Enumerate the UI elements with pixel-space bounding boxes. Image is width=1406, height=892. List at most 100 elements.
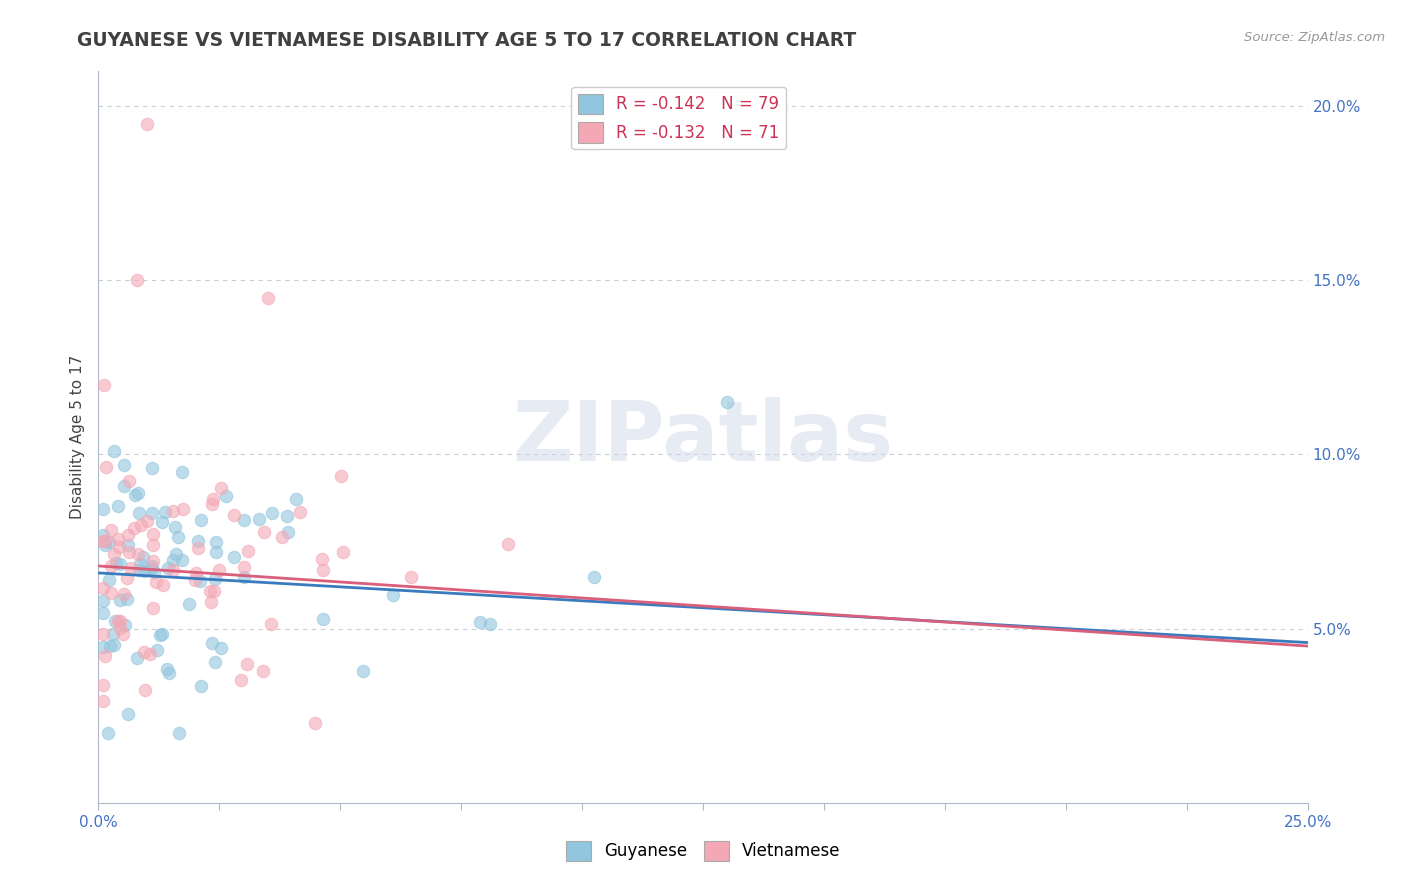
Point xyxy=(112,479,135,493)
Point xyxy=(152,578,174,592)
Point xyxy=(108,593,131,607)
Point xyxy=(108,557,131,571)
Point xyxy=(91,678,114,692)
Point xyxy=(222,550,245,565)
Point xyxy=(93,649,115,664)
Point xyxy=(162,503,184,517)
Point xyxy=(470,615,492,629)
Point xyxy=(141,461,163,475)
Text: GUYANESE VS VIETNAMESE DISABILITY AGE 5 TO 17 CORRELATION CHART: GUYANESE VS VIETNAMESE DISABILITY AGE 5 … xyxy=(77,31,856,50)
Point xyxy=(214,489,236,503)
Point xyxy=(132,645,155,659)
Point xyxy=(107,614,129,628)
Text: ZIPatlas: ZIPatlas xyxy=(513,397,893,477)
Point xyxy=(184,566,207,580)
Point xyxy=(101,627,124,641)
Point xyxy=(233,559,256,574)
Point xyxy=(107,532,129,546)
Point xyxy=(91,528,114,542)
Point xyxy=(118,545,141,559)
Point xyxy=(143,566,166,580)
Point xyxy=(238,543,260,558)
Point xyxy=(91,593,114,607)
Point xyxy=(103,443,125,458)
Point xyxy=(284,491,307,506)
Point xyxy=(247,512,270,526)
Point xyxy=(201,497,224,511)
Point xyxy=(229,673,252,687)
Point xyxy=(97,726,120,740)
Point xyxy=(146,643,169,657)
Point xyxy=(103,638,125,652)
Point xyxy=(312,563,335,577)
Point xyxy=(129,518,152,533)
Point xyxy=(224,508,246,522)
Point xyxy=(149,628,172,642)
Point xyxy=(91,640,114,654)
Point xyxy=(201,636,224,650)
Point xyxy=(125,651,148,665)
Point xyxy=(165,520,187,534)
Point xyxy=(156,662,179,676)
Point xyxy=(124,488,146,502)
Y-axis label: Disability Age 5 to 17: Disability Age 5 to 17 xyxy=(70,355,86,519)
Point xyxy=(135,514,157,528)
Point xyxy=(179,597,201,611)
Point xyxy=(114,618,136,632)
Point xyxy=(399,570,422,584)
Point xyxy=(582,570,605,584)
Point xyxy=(311,551,333,566)
Point xyxy=(141,506,163,520)
Point xyxy=(208,563,231,577)
Point xyxy=(205,535,228,549)
Point xyxy=(352,664,374,678)
Point xyxy=(94,538,117,552)
Point xyxy=(94,460,117,475)
Point xyxy=(128,563,150,577)
Point xyxy=(93,378,115,392)
Point xyxy=(122,521,145,535)
Point xyxy=(204,655,226,669)
Point xyxy=(127,485,149,500)
Point xyxy=(290,505,312,519)
Point xyxy=(262,506,284,520)
Point xyxy=(312,611,335,625)
Point xyxy=(382,588,405,602)
Point xyxy=(115,570,138,584)
Point xyxy=(187,541,209,556)
Point xyxy=(253,524,276,539)
Point xyxy=(91,534,114,549)
Point xyxy=(172,552,194,566)
Point xyxy=(100,558,122,573)
Point xyxy=(132,550,155,565)
Point xyxy=(138,647,160,661)
Point xyxy=(332,545,354,559)
Point xyxy=(232,570,254,584)
Point xyxy=(270,530,292,544)
Point xyxy=(496,537,519,551)
Point xyxy=(134,564,156,578)
Point xyxy=(112,626,135,640)
Point xyxy=(97,535,120,549)
Point xyxy=(209,481,232,495)
Point xyxy=(170,465,193,479)
Point xyxy=(117,707,139,722)
Point xyxy=(153,505,176,519)
Point xyxy=(128,507,150,521)
Point xyxy=(115,592,138,607)
Point xyxy=(260,617,283,632)
Point xyxy=(104,615,127,629)
Point xyxy=(100,586,122,600)
Point xyxy=(104,556,127,570)
Text: Source: ZipAtlas.com: Source: ZipAtlas.com xyxy=(1244,31,1385,45)
Point xyxy=(276,509,298,524)
Point xyxy=(209,640,232,655)
Point xyxy=(127,273,149,287)
Point xyxy=(166,530,188,544)
Point xyxy=(187,534,209,549)
Point xyxy=(139,562,162,576)
Point xyxy=(202,584,225,599)
Point xyxy=(188,574,211,588)
Point xyxy=(91,607,114,621)
Point xyxy=(200,584,222,599)
